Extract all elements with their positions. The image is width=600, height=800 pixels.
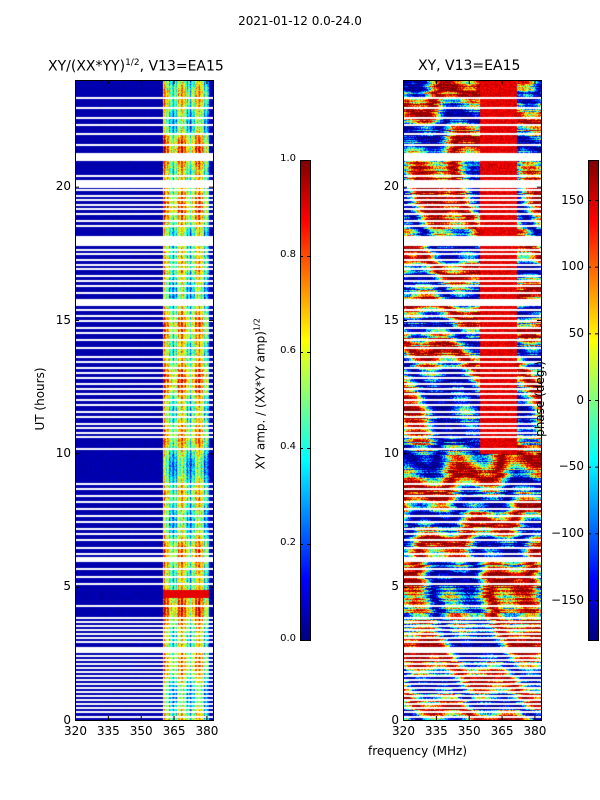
- amplitude-colorbar-tick-label: 0.2: [280, 536, 296, 548]
- right-y-tick-label: 5: [391, 579, 399, 594]
- right-y-tick-label: 15: [383, 312, 399, 327]
- right-x-tick-label: 320: [392, 724, 415, 738]
- amplitude-heatmap: [75, 80, 213, 720]
- phase-colorbar-tick-label: −150: [551, 592, 584, 607]
- right-plot-frame: [403, 80, 542, 721]
- amplitude-colorbar-tick-label: 0.6: [280, 344, 296, 356]
- left-plot-frame: [75, 80, 214, 721]
- x-axis-label: frequency (MHz): [368, 744, 468, 758]
- phase-heatmap: [403, 80, 541, 720]
- left-x-tick-label: 380: [195, 724, 219, 738]
- right-x-tick-label: 335: [424, 724, 448, 738]
- right-y-tick-label: 0: [391, 712, 399, 727]
- amplitude-colorbar-tick-label: 0.8: [280, 248, 296, 260]
- phase-colorbar-tick-label: 100: [561, 259, 584, 274]
- left-x-tick-label: 365: [162, 724, 186, 738]
- left-x-tick-label: 350: [129, 724, 153, 738]
- phase-colorbar: [588, 160, 598, 640]
- phase-colorbar-tick-label: 0: [576, 392, 584, 407]
- amplitude-colorbar-tick-label: 0.4: [280, 440, 296, 452]
- phase-colorbar-tick-label: −50: [558, 459, 584, 474]
- phase-colorbar-tick-label: 50: [568, 325, 584, 340]
- right-x-tick-label: 380: [523, 724, 547, 738]
- phase-colorbar-tick-label: −100: [551, 525, 584, 540]
- figure-title: 2021-01-12 0.0-24.0: [238, 14, 362, 28]
- left-y-tick-label: 0: [63, 712, 71, 727]
- left-x-tick-label: 335: [96, 724, 120, 738]
- phase-colorbar-label: phase (deg.): [533, 361, 547, 437]
- right-x-tick-label: 350: [457, 724, 481, 738]
- y-axis-label: UT (hours): [33, 367, 47, 431]
- amplitude-colorbar-frame: [300, 160, 311, 641]
- right-x-tick-label: 365: [490, 724, 514, 738]
- amplitude-colorbar-tick-label: 1.0: [280, 152, 296, 164]
- phase-colorbar-tick-label: 150: [561, 192, 584, 207]
- right-y-tick-label: 20: [383, 179, 399, 194]
- left-panel-title: XY/(XX*YY)1/2, V13=EA15: [48, 58, 224, 75]
- amplitude-colorbar-tick-label: 0.0: [280, 632, 296, 644]
- left-y-tick-label: 5: [63, 579, 71, 594]
- right-y-tick-label: 10: [383, 445, 399, 460]
- left-x-tick-label: 320: [64, 724, 87, 738]
- right-panel-title: XY, V13=EA15: [418, 58, 521, 74]
- left-y-tick-label: 10: [55, 445, 71, 460]
- amplitude-colorbar: [300, 160, 310, 640]
- amplitude-colorbar-label: XY amp. / (XX*YY amp)1/2: [252, 318, 268, 470]
- left-y-tick-label: 20: [55, 179, 71, 194]
- left-y-tick-label: 15: [55, 312, 71, 327]
